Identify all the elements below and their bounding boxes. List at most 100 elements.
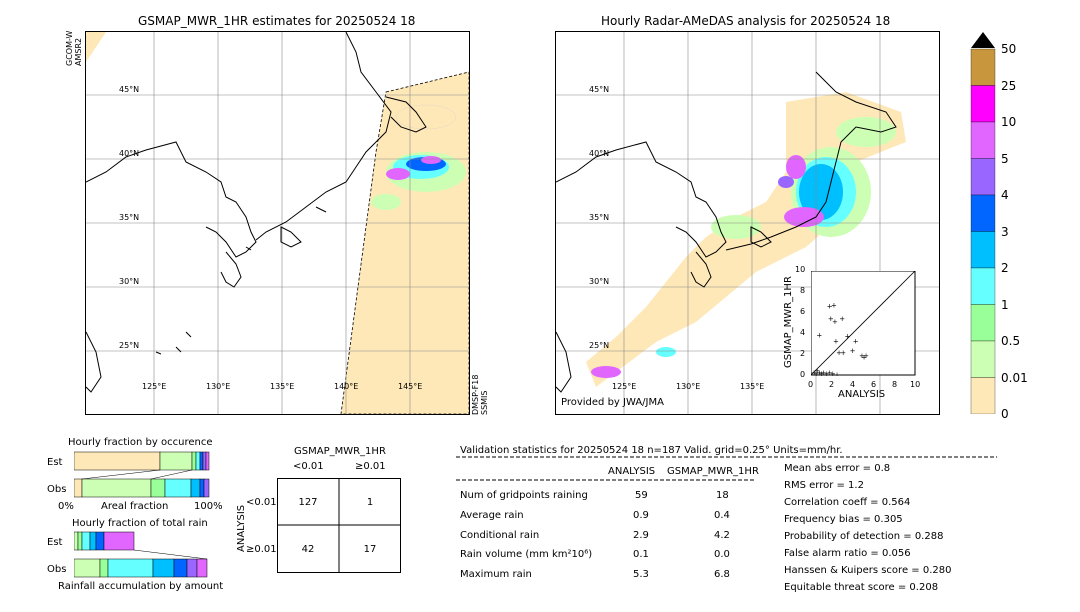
inset-xtick-4: 4 (850, 380, 856, 389)
score-mean-abs-error: Mean abs error = 0.8 (784, 463, 891, 474)
colorbar-label-5: 5 (1001, 152, 1009, 166)
stats-row-gsmap: 6.8 (714, 569, 730, 580)
stats-row-gsmap: 18 (716, 490, 729, 501)
contingency-cell-false-alarm: 1 (366, 497, 374, 508)
stats-row-analysis: 0.1 (633, 549, 649, 560)
lat-label-25: 25°N (119, 341, 140, 350)
rain-area (786, 155, 806, 179)
scatter-point: + (850, 347, 856, 355)
contingency-cell-hit-none: 127 (298, 497, 318, 508)
colorbar-label-0-5: 0.5 (1001, 334, 1021, 348)
colorbar-swatch (970, 231, 996, 269)
scatter-point: + (861, 353, 867, 361)
fraction-total-obs-label: Obs (47, 564, 67, 575)
lat-label-35: 35°N (119, 213, 140, 222)
scatter-point: + (831, 301, 837, 309)
lon-label-130: 130°E (206, 382, 231, 391)
contingency-cell-miss: 42 (301, 544, 315, 555)
colorbar-label-0: 0 (1001, 407, 1009, 421)
sat-label-top: GCOM-W (65, 30, 74, 66)
stats-row-gsmap: 0.4 (714, 510, 730, 521)
colorbar (970, 32, 996, 414)
contingency-col-lt: <0.01 (293, 461, 324, 472)
scatter-point: + (816, 369, 822, 376)
rain-area (836, 117, 896, 147)
colorbar-swatch (970, 85, 996, 123)
colorbar-label-4: 4 (1001, 188, 1009, 202)
contingency-cell-hit: 17 (363, 544, 377, 555)
lat-label-40: 40°N (119, 149, 140, 158)
contingency-row-ge: ≥0.01 (246, 544, 277, 555)
contingency-title: GSMAP_MWR_1HR (294, 446, 386, 457)
rain-area (711, 215, 761, 239)
score-correlation: Correlation coeff = 0.564 (784, 497, 911, 508)
stats-row-label: Rain volume (mm km²10⁶) (460, 549, 593, 560)
colorbar-swatches (970, 48, 996, 414)
fraction-occurrence-axis-left: 0% (58, 501, 74, 512)
validation-col-gsmap: GSMAP_MWR_1HR (667, 466, 759, 477)
lat-label-45: 45°N (119, 85, 140, 94)
colorbar-label-10: 10 (1001, 115, 1017, 129)
fraction-occurrence-title: Hourly fraction by occurence (68, 437, 213, 448)
scatter-point: + (830, 370, 836, 376)
credit-text: Provided by JWA/JMA (561, 397, 664, 408)
scatter-point: + (840, 349, 846, 357)
score-ets: Equitable threat score = 0.208 (784, 582, 939, 593)
scatter-point: + (828, 315, 834, 323)
score-pod: Probability of detection = 0.288 (784, 531, 944, 542)
colorbar-extend-arrow (971, 32, 995, 48)
contingency-col-ge: ≥0.01 (355, 461, 386, 472)
colorbar-swatch (970, 194, 996, 232)
scatter-point: + (839, 315, 845, 323)
lon-label-125: 125°E (142, 382, 167, 391)
lat-label-35: 35°N (589, 213, 610, 222)
left-map (85, 31, 470, 415)
colorbar-label-0-01: 0.01 (1001, 371, 1028, 385)
stats-row-label: Num of gridpoints raining (460, 490, 588, 501)
colorbar-swatch (970, 158, 996, 196)
one-to-one-line (811, 271, 916, 376)
swath-coverage-top (86, 32, 106, 62)
map-grid (86, 32, 469, 414)
coastlines (86, 32, 427, 393)
sat-label-bottom: DMSP-F18 (471, 374, 480, 415)
stats-row-analysis: 0.9 (633, 510, 649, 521)
stats-row-label: Maximum rain (460, 569, 532, 580)
contingency-grid (277, 478, 401, 573)
scatter-point: + (814, 367, 820, 375)
scatter-point: + (832, 318, 838, 326)
stats-row-analysis: 5.3 (633, 569, 649, 580)
fraction-occurrence-obs-label: Obs (47, 484, 67, 495)
rain-area (386, 168, 410, 180)
lat-label-30: 30°N (119, 277, 140, 286)
inset-xtick-6: 6 (871, 380, 877, 389)
scatter-point: + (811, 369, 817, 376)
validation-dividers (456, 456, 997, 481)
sat-label-bottom-2: SSMIS (480, 390, 489, 416)
inset-xtick-0: 0 (808, 380, 814, 389)
inset-xtick-2: 2 (829, 380, 835, 389)
colorbar-swatch (970, 377, 996, 414)
lon-label-130: 130°E (676, 382, 701, 391)
lon-label-125: 125°E (612, 382, 637, 391)
lat-label-25: 25°N (589, 341, 610, 350)
fraction-occurrence-axis-mid: Areal fraction (101, 501, 169, 512)
sat-label-top-2: AMSR2 (74, 37, 83, 66)
inset-xlabel: ANALYSIS (838, 389, 886, 400)
inset-ytick-6: 6 (800, 307, 806, 316)
colorbar-label-1: 1 (1001, 298, 1009, 312)
colorbar-label-25: 25 (1001, 79, 1017, 93)
left-map-canvas (86, 32, 469, 414)
inset-ytick-8: 8 (800, 286, 806, 295)
validation-col-analysis: ANALYSIS (608, 466, 656, 477)
colorbar-swatch (970, 48, 996, 86)
stats-row-label: Conditional rain (460, 530, 540, 541)
scatter-point: + (818, 370, 824, 376)
scatter-point: + (863, 352, 869, 360)
rain-area (784, 207, 824, 227)
colorbar-swatch (970, 267, 996, 305)
left-map-title: GSMAP_MWR_1HR estimates for 20250524 18 (138, 14, 416, 28)
rain-area (395, 104, 457, 130)
scatter-point: + (824, 370, 830, 376)
fraction-total-title: Hourly fraction of total rain (72, 518, 208, 529)
